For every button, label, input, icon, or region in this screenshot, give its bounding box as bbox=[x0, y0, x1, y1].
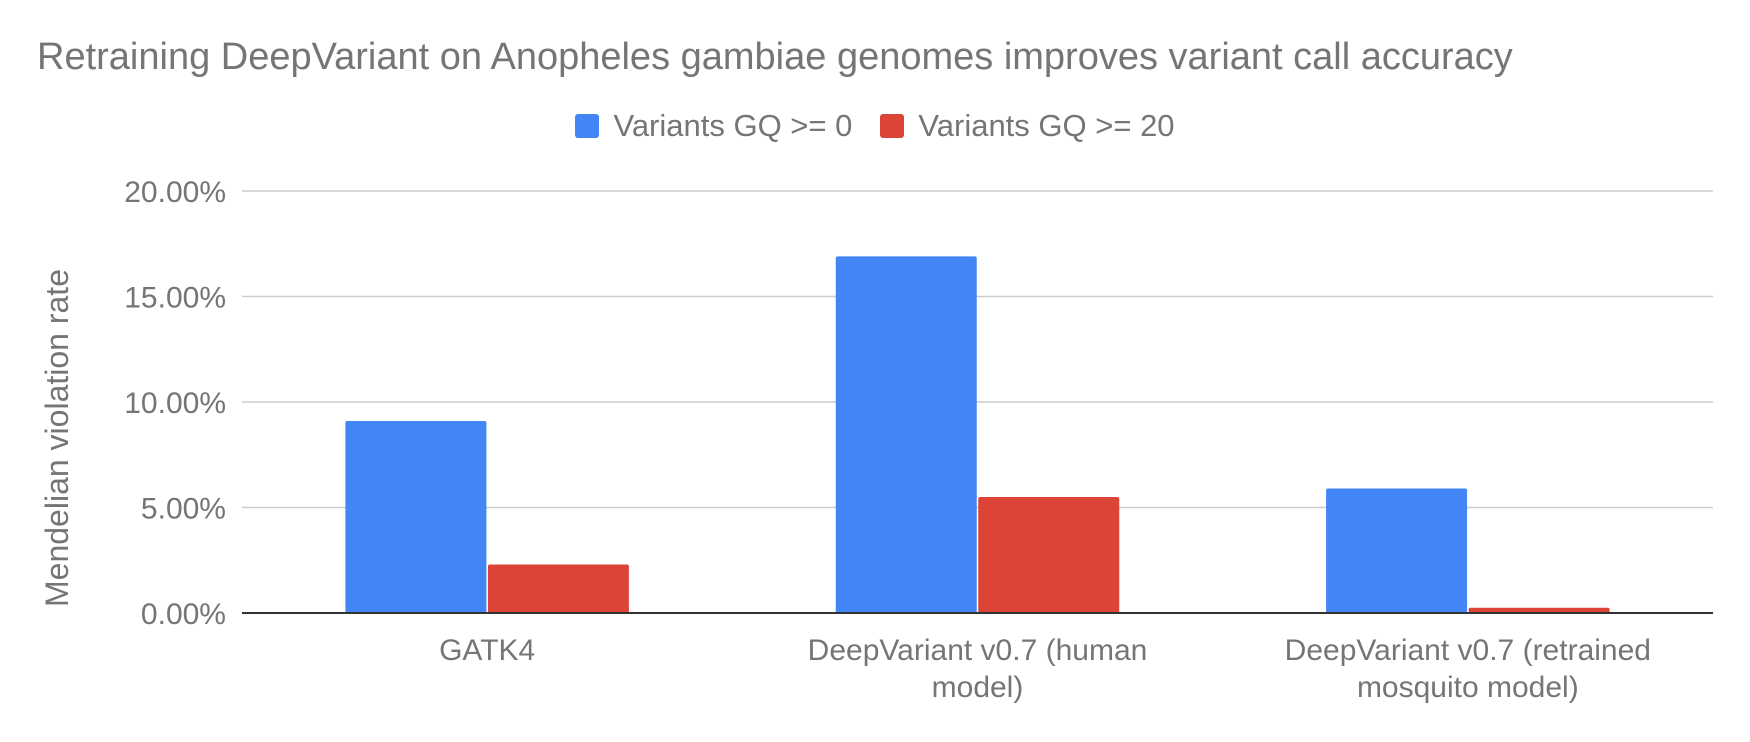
bar bbox=[978, 496, 1120, 613]
x-tick-label: GATK4 bbox=[439, 634, 535, 667]
legend-label-gq20: Variants GQ >= 20 bbox=[918, 108, 1175, 143]
y-tick-label: 10.00% bbox=[124, 387, 226, 420]
x-tick-label: DeepVariant v0.7 (human bbox=[808, 634, 1148, 667]
y-tick-label: 0.00% bbox=[141, 598, 226, 631]
legend-swatch-gq20 bbox=[880, 114, 905, 138]
legend-item-gq20[interactable]: Variants GQ >= 20 bbox=[880, 108, 1175, 144]
bar bbox=[835, 256, 977, 613]
chart-title: Retraining DeepVariant on Anopheles gamb… bbox=[37, 36, 1513, 78]
y-tick-labels: 0.00% 5.00% 10.00% 15.00% 20.00% bbox=[124, 176, 226, 631]
x-tick-labels: GATK4 DeepVariant v0.7 (human model) DeepVa… bbox=[439, 634, 1651, 704]
x-tick-label: mosquito model) bbox=[1357, 671, 1579, 704]
y-tick-label: 20.00% bbox=[124, 176, 226, 209]
bars bbox=[345, 256, 1610, 613]
gridlines bbox=[242, 190, 1713, 509]
legend: Variants GQ >= 0 Variants GQ >= 20 bbox=[0, 108, 1750, 144]
y-axis-label: Mendelian violation rate bbox=[39, 269, 75, 607]
legend-label-gq0: Variants GQ >= 0 bbox=[613, 108, 853, 143]
bar bbox=[487, 564, 629, 613]
y-tick-label: 15.00% bbox=[124, 282, 226, 315]
x-tick-label: DeepVariant v0.7 (retrained bbox=[1285, 634, 1651, 667]
legend-item-gq0[interactable]: Variants GQ >= 0 bbox=[575, 108, 852, 144]
x-tick-label: model) bbox=[932, 671, 1024, 704]
bar bbox=[345, 420, 487, 613]
bar bbox=[1326, 488, 1468, 613]
legend-swatch-gq0 bbox=[575, 114, 600, 138]
bar bbox=[1468, 607, 1610, 613]
y-tick-label: 5.00% bbox=[141, 493, 226, 526]
